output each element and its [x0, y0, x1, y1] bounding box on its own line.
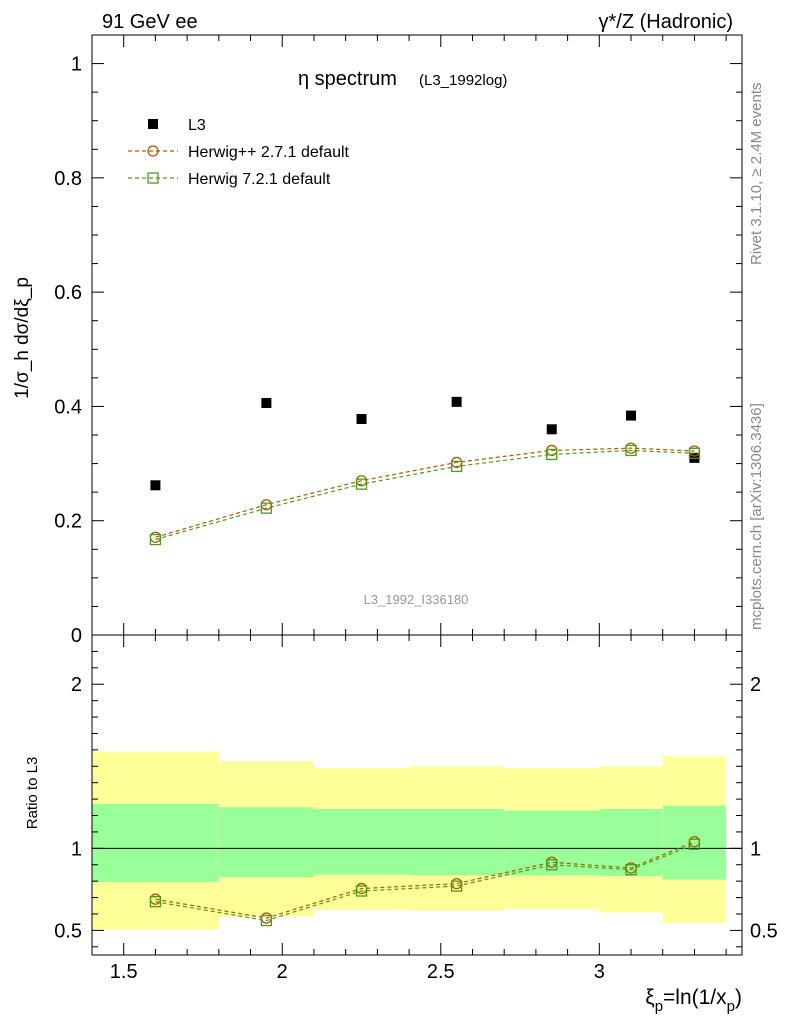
x-tick-label: 2: [277, 961, 288, 983]
legend-marker: [147, 145, 159, 157]
main-ytick-label: 0.2: [54, 511, 82, 533]
main-ytick-label: 0.4: [54, 396, 82, 418]
herwig7-ratio-point: [149, 896, 162, 908]
herwig7-series-point: [355, 478, 368, 490]
main-title-sub: (L3_1992log): [419, 72, 507, 89]
legend: L3 Herwig++ 2.7.1 default Herwig 7.2.1 def…: [128, 117, 350, 188]
legend-label: L3: [188, 117, 206, 134]
herwig7-ratio-point: [355, 885, 368, 897]
x-label-sub: p: [655, 998, 663, 1015]
herwig7-series-line: [155, 449, 695, 541]
mcplots-label: mcplots.cern.ch [arXiv:1306.3436]: [748, 403, 765, 630]
main-ytick-label: 0: [71, 625, 82, 647]
ratio-ytick-label-right: 0.5: [750, 920, 778, 942]
ratio-bands: [92, 751, 727, 930]
watermark: L3_1992_I336180: [364, 592, 469, 607]
green-band-bin: [504, 810, 600, 876]
x-axis-label: ξp=ln(1/xp): [645, 986, 742, 1015]
main-ylabel: 1/σ_h dσ/dξ_p: [12, 277, 33, 399]
data-point-l3: [451, 396, 462, 407]
main-title-text: η spectrum: [298, 68, 397, 90]
data-point-l3: [261, 398, 272, 408]
rivet-label: Rivet 3.1.10, ≥ 2.4M events: [748, 83, 765, 266]
ratio-ytick-label-left: 2: [71, 674, 82, 696]
ratio-ytick-label-right: 1: [750, 838, 761, 860]
legend-label: Herwig++ 2.7.1 default: [188, 144, 350, 161]
herwig7-series-point: [688, 447, 701, 459]
ratio-ylabel: Ratio to L3: [24, 757, 41, 830]
data-point-l3: [546, 424, 557, 435]
ratio-ytick-label-right: 2: [750, 674, 761, 696]
herwig7-series-point: [546, 448, 558, 461]
main-ytick-label: 0.6: [54, 282, 82, 304]
data-point-l3: [356, 414, 367, 424]
herwigpp-series-line: [155, 447, 695, 538]
ratio-ytick-labels: 0.5 0.5 1 1 2 2: [54, 674, 778, 942]
x-tick-label: 3: [594, 961, 605, 983]
ratio-frame: [91, 634, 743, 956]
green-band-bin: [218, 807, 314, 878]
main-ytick-labels: 0 0.2 0.4 0.6 0.8 1: [54, 54, 82, 647]
herwig7-series-point: [149, 533, 162, 546]
ratio-series-layer: [149, 836, 701, 927]
herwigpp-ratio-line: [155, 841, 695, 919]
main-title: η spectrum (L3_1992log): [298, 68, 507, 90]
green-band-bin: [313, 808, 410, 875]
herwig7-ratio-point: [546, 859, 558, 871]
herwig7-ratio-point: [260, 914, 273, 927]
main-axis-ticks: [91, 34, 742, 636]
main-ytick-label: 0.8: [54, 168, 82, 190]
x-tick-labels: 1.5 2 2.5 3: [110, 961, 605, 983]
legend-marker: [147, 172, 159, 184]
x-label-sub2: p: [727, 998, 735, 1015]
header-left: 91 GeV ee: [102, 11, 198, 33]
data-point-l3: [626, 410, 637, 421]
herwig7-series-point: [260, 502, 273, 514]
herwig7-series-point: [450, 460, 463, 473]
x-label-rest: =ln(1/x: [663, 986, 727, 1009]
green-band-bin: [92, 804, 219, 882]
herwig7-ratio-point: [625, 864, 637, 876]
x-label-main: ξ: [645, 986, 654, 1009]
x-tick-label: 2.5: [427, 961, 455, 983]
green-band-bin: [409, 808, 505, 876]
ratio-ytick-label-left: 1: [71, 838, 82, 860]
main-plot: L3_1992_I336180 0 0.2 0.4 0.6 0.8 1 η spectru…: [12, 34, 743, 647]
herwig7-ratio-line: [155, 843, 695, 922]
x-tick-label: 1.5: [110, 961, 138, 983]
herwig7-ratio-point: [688, 838, 701, 850]
herwig7-series-point: [625, 444, 637, 457]
main-series-layer: [149, 396, 701, 546]
data-point-l3: [150, 480, 161, 491]
herwig7-ratio-point: [450, 880, 463, 892]
legend-label: Herwig 7.2.1 default: [188, 171, 331, 188]
ratio-plot: 0.5 0.5 1 1 2 2 Ratio to L3: [24, 634, 778, 956]
ratio-ytick-label-left: 0.5: [54, 920, 82, 942]
ratio-axis-ticks: [91, 635, 742, 955]
x-label-close: ): [735, 986, 742, 1009]
legend-marker: [148, 119, 158, 129]
green-band-bin: [662, 805, 727, 880]
header-right: γ*/Z (Hadronic): [599, 11, 733, 33]
main-ytick-label: 1: [71, 54, 82, 76]
